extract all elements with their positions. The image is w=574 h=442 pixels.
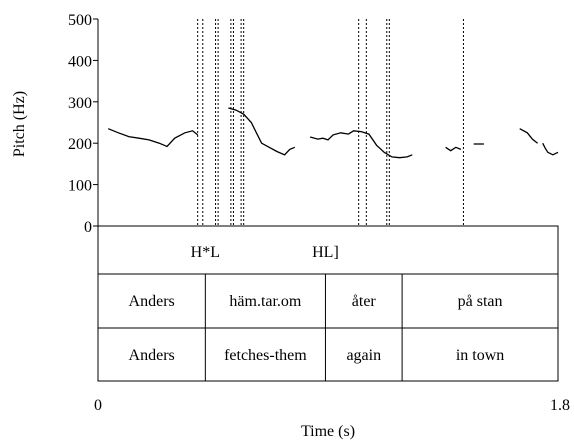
word-tier: Anders häm.tar.om åter på stan xyxy=(129,274,503,381)
pitch-segment xyxy=(107,128,199,148)
word-label: på stan xyxy=(458,293,503,310)
word-label: Anders xyxy=(129,293,175,310)
y-tick-label: 400 xyxy=(68,53,92,70)
y-tick-label: 100 xyxy=(68,178,92,195)
y-tick-label: 300 xyxy=(68,95,92,112)
gloss-label: again xyxy=(346,347,381,364)
pitch-segment xyxy=(519,128,539,144)
pitch-segment xyxy=(228,107,296,156)
word-label: åter xyxy=(352,293,377,310)
y-tick-label: 200 xyxy=(68,136,92,153)
x-axis-title: Time (s) xyxy=(301,423,355,440)
gloss-label: fetches-them xyxy=(224,347,307,364)
y-tick-label: 0 xyxy=(84,219,92,236)
pitch-segment xyxy=(542,142,559,156)
y-tick-label: 500 xyxy=(68,12,92,29)
tone-label: HL] xyxy=(312,244,339,261)
annotation-tiers xyxy=(97,225,559,382)
pitch-segment xyxy=(445,146,462,152)
pitch-series xyxy=(107,107,559,159)
x-tick-start: 0 xyxy=(94,397,102,414)
word-label: häm.tar.om xyxy=(229,293,302,310)
pitch-segment xyxy=(309,130,413,159)
y-axis-ticks: 0 100 200 300 400 500 xyxy=(68,12,98,236)
gloss-label: in town xyxy=(456,347,504,364)
gloss-label: Anders xyxy=(129,347,175,364)
x-tick-end: 1.8 xyxy=(550,397,570,414)
gloss-tier-box xyxy=(97,327,559,382)
gloss-tier: Anders fetches-them again in town xyxy=(129,347,505,364)
y-axis-title: Pitch (Hz) xyxy=(11,91,28,157)
boundary-markers xyxy=(197,19,464,226)
tone-label: H*L xyxy=(191,244,220,261)
tone-labels: H*L HL] xyxy=(191,244,339,261)
